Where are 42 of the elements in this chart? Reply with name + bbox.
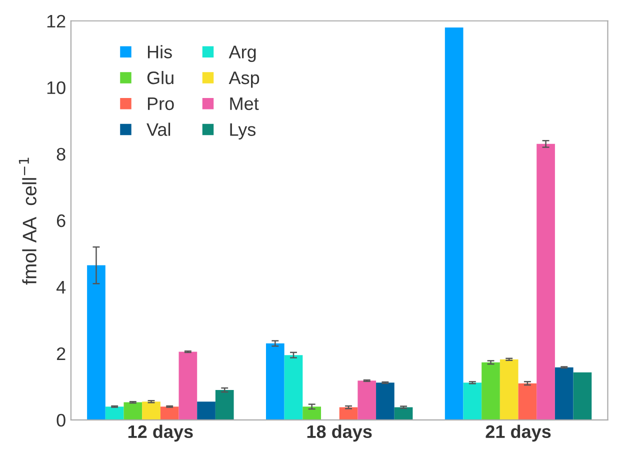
legend-label: Asp (228, 72, 260, 88)
bar (482, 362, 500, 420)
y-tick-label: 10 (47, 81, 66, 94)
bar (573, 372, 592, 420)
bar (358, 380, 376, 420)
bar (339, 407, 358, 420)
bar (500, 359, 518, 420)
y-tick-label: 4 (56, 281, 66, 294)
x-tick-label: 21 days (486, 424, 551, 442)
bar (284, 355, 303, 420)
legend-label: Pro (148, 97, 174, 110)
x-tick-label: 12 days (128, 424, 193, 442)
x-tick-label: 18 days (307, 424, 372, 442)
legend-label: Arg (228, 46, 256, 62)
y-tick-label: 12 (47, 14, 66, 28)
y-tick-label: 8 (56, 148, 66, 161)
bar (124, 402, 142, 420)
bar (302, 406, 322, 420)
legend-label: Glu (147, 70, 174, 84)
bar (518, 383, 537, 420)
bar (142, 402, 160, 420)
bar (197, 402, 216, 420)
bar (215, 390, 234, 420)
bar (394, 407, 413, 420)
legend-label: His (148, 45, 172, 58)
y-axis-title: fmol AA cell$^{−1}$ (18, 158, 36, 285)
legend-label: Val (146, 122, 170, 136)
y-tick-label: 2 (56, 347, 66, 360)
bar (376, 382, 394, 420)
legend-label: Met (230, 97, 259, 110)
y-tick-label: 6 (56, 214, 66, 228)
legend-label: Lys (230, 123, 256, 140)
bar (87, 265, 106, 420)
bar (444, 28, 464, 420)
bar (160, 406, 179, 420)
bar (536, 144, 555, 420)
y-tick-label: 0 (56, 414, 66, 427)
bar (105, 406, 124, 420)
bar (554, 367, 574, 420)
bar (178, 352, 198, 420)
bar (266, 343, 284, 420)
bar (463, 382, 482, 420)
